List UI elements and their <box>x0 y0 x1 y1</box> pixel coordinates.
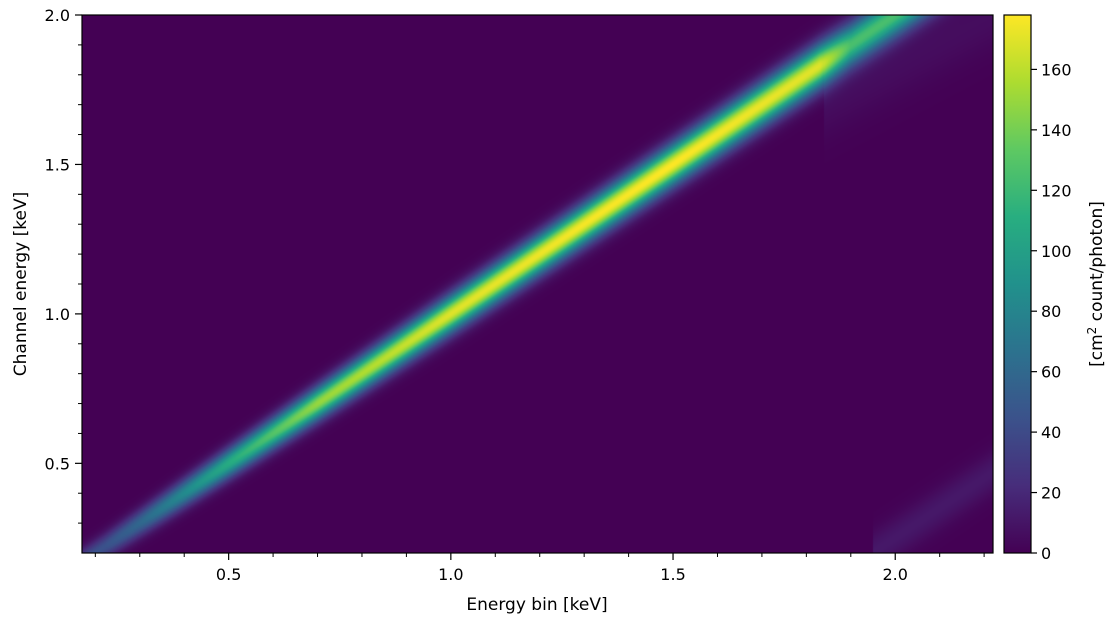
colorbar-tick-label: 60 <box>1041 363 1061 382</box>
colorbar-tick-label: 140 <box>1041 121 1072 140</box>
x-tick-label: 2.0 <box>883 565 908 584</box>
x-axis-label: Energy bin [keV] <box>466 595 607 615</box>
y-tick-label: 0.5 <box>45 454 70 473</box>
colorbar-tick-label: 20 <box>1041 484 1061 503</box>
y-tick-label: 1.5 <box>45 155 70 174</box>
colorbar-tick-label: 120 <box>1041 181 1072 200</box>
y-tick-label: 2.0 <box>45 6 70 25</box>
y-axis: 0.5 1.0 1.5 2.0 <box>45 6 82 524</box>
x-axis: 0.5 1.0 1.5 2.0 <box>94 553 985 584</box>
colorbar-tick-label: 160 <box>1041 60 1072 79</box>
x-tick-label: 1.5 <box>660 565 685 584</box>
colorbar-tick-label: 40 <box>1041 423 1061 442</box>
colorbar-tick-label: 100 <box>1041 242 1072 261</box>
colorbar-tick-label: 80 <box>1041 302 1061 321</box>
colorbar-label: [cm2 count/photon] <box>1085 201 1107 367</box>
heatmap-raster <box>82 15 993 553</box>
x-tick-label: 1.0 <box>438 565 463 584</box>
heatmap-image <box>82 15 993 553</box>
y-tick-label: 1.0 <box>45 305 70 324</box>
x-tick-label: 0.5 <box>216 565 241 584</box>
colorbar <box>1004 15 1031 553</box>
colorbar-frame <box>1003 14 1032 554</box>
colorbar-axis: 0 20 40 60 80 100 120 140 160 <box>1031 60 1072 563</box>
colorbar-tick-label: 0 <box>1041 544 1051 563</box>
y-axis-label: Channel energy [keV] <box>11 192 31 376</box>
